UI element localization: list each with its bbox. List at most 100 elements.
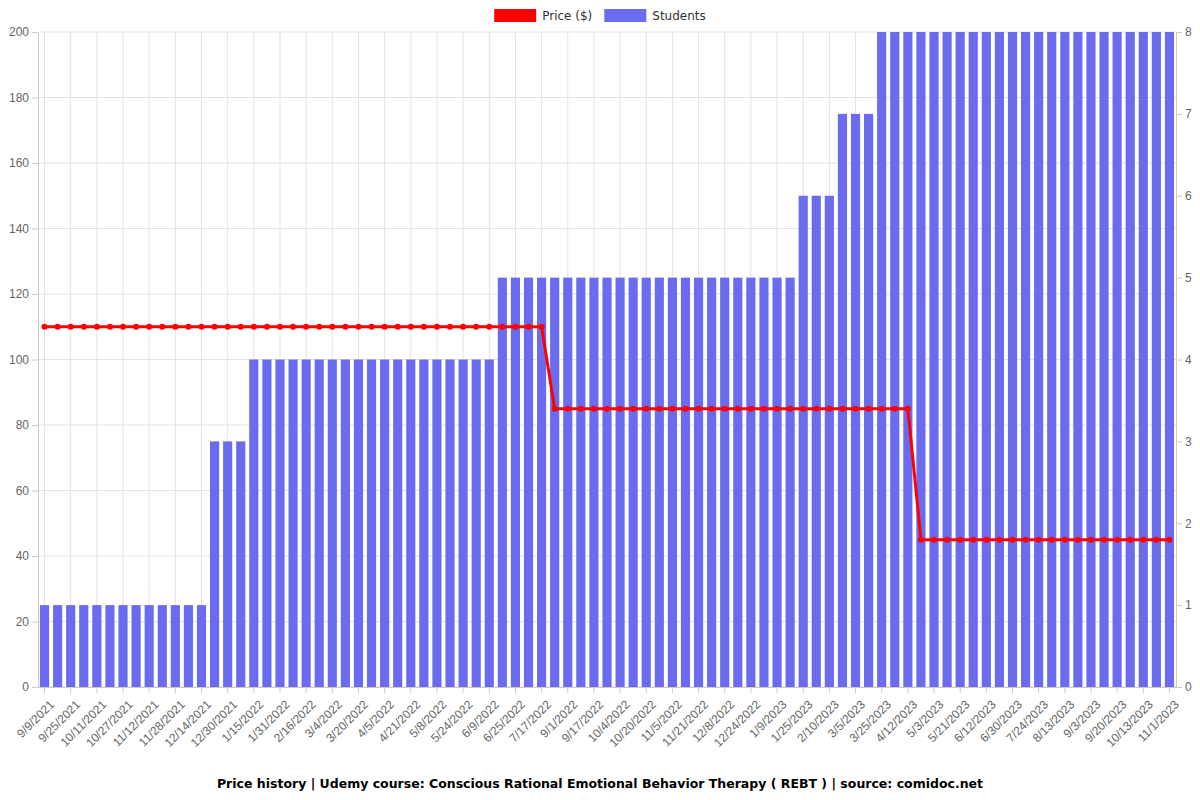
- tick-mark: [332, 687, 333, 693]
- point: [931, 537, 937, 543]
- bar: [315, 360, 324, 688]
- bar: [799, 196, 808, 687]
- tick: 11/1/2023: [1135, 687, 1182, 745]
- tick: 1: [1176, 598, 1192, 612]
- bar: [118, 605, 127, 687]
- point: [473, 324, 479, 330]
- bar: [1047, 32, 1056, 687]
- bar: [524, 278, 533, 687]
- point: [774, 406, 780, 412]
- point: [277, 324, 283, 330]
- tick-mark: [32, 360, 38, 361]
- tick: 8: [1176, 25, 1192, 39]
- point: [1127, 537, 1133, 543]
- tick: 40: [16, 549, 38, 563]
- tick-mark: [1064, 687, 1065, 693]
- tick-mark: [620, 687, 621, 693]
- tick-mark: [567, 687, 568, 693]
- tick-mark: [934, 687, 935, 693]
- point: [369, 324, 375, 330]
- bar: [681, 278, 690, 687]
- bar: [53, 605, 62, 687]
- bar: [759, 278, 768, 687]
- point: [486, 324, 492, 330]
- bar: [1113, 32, 1122, 687]
- tick-mark: [515, 687, 516, 693]
- tick-mark: [44, 687, 45, 693]
- point: [421, 324, 427, 330]
- grid-line: [44, 32, 45, 687]
- tick-label: 20: [16, 615, 30, 629]
- tick-mark: [1117, 687, 1118, 693]
- bar: [838, 114, 847, 687]
- tick-label: 1: [1185, 598, 1192, 612]
- point: [604, 406, 610, 412]
- tick-mark: [777, 687, 778, 693]
- tick-mark: [227, 687, 228, 693]
- bar: [302, 360, 311, 688]
- grid-line: [201, 32, 202, 687]
- point: [434, 324, 440, 330]
- bar: [929, 32, 938, 687]
- tick-mark: [123, 687, 124, 693]
- bar: [655, 278, 664, 687]
- point: [996, 537, 1002, 543]
- point: [682, 406, 688, 412]
- point: [316, 324, 322, 330]
- point: [303, 324, 309, 330]
- tick: 80: [16, 418, 38, 432]
- point: [970, 537, 976, 543]
- bar: [720, 278, 729, 687]
- point: [800, 406, 806, 412]
- point: [329, 324, 335, 330]
- grid-line: [175, 32, 176, 687]
- tick-mark: [358, 687, 359, 693]
- tick-label: 6: [1185, 189, 1192, 203]
- bar: [1021, 32, 1030, 687]
- legend-item: Price ($): [494, 9, 592, 23]
- tick-label: 3: [1185, 435, 1192, 449]
- point: [957, 537, 963, 543]
- tick-mark: [1176, 360, 1182, 361]
- tick-mark: [1176, 523, 1182, 524]
- tick-mark: [1176, 278, 1182, 279]
- point: [866, 406, 872, 412]
- point: [1036, 537, 1042, 543]
- tick-mark: [32, 294, 38, 295]
- tick-mark: [32, 32, 38, 33]
- point: [565, 406, 571, 412]
- point: [1101, 537, 1107, 543]
- tick: 7: [1176, 107, 1192, 121]
- point: [983, 537, 989, 543]
- point: [81, 324, 87, 330]
- bar: [1099, 32, 1108, 687]
- bar: [79, 605, 88, 687]
- tick-mark: [32, 687, 38, 688]
- tick-mark: [279, 687, 280, 693]
- tick-label: 60: [16, 484, 30, 498]
- bar: [341, 360, 350, 688]
- grid-line: [123, 32, 124, 687]
- point: [172, 324, 178, 330]
- bar: [1060, 32, 1069, 687]
- tick-mark: [829, 687, 830, 693]
- point: [826, 406, 832, 412]
- tick-mark: [672, 687, 673, 693]
- tick-mark: [253, 687, 254, 693]
- tick: 140: [9, 222, 38, 236]
- grid-line: [38, 163, 1176, 164]
- tick-mark: [1176, 687, 1182, 688]
- bar: [903, 32, 912, 687]
- tick-mark: [881, 687, 882, 693]
- tick-mark: [32, 425, 38, 426]
- point: [290, 324, 296, 330]
- point: [1049, 537, 1055, 543]
- bar: [472, 360, 481, 688]
- legend: Price ($)Students: [494, 9, 706, 23]
- tick-mark: [1038, 687, 1039, 693]
- tick-mark: [463, 687, 464, 693]
- point: [42, 324, 48, 330]
- bar: [432, 360, 441, 688]
- tick-mark: [32, 229, 38, 230]
- point: [225, 324, 231, 330]
